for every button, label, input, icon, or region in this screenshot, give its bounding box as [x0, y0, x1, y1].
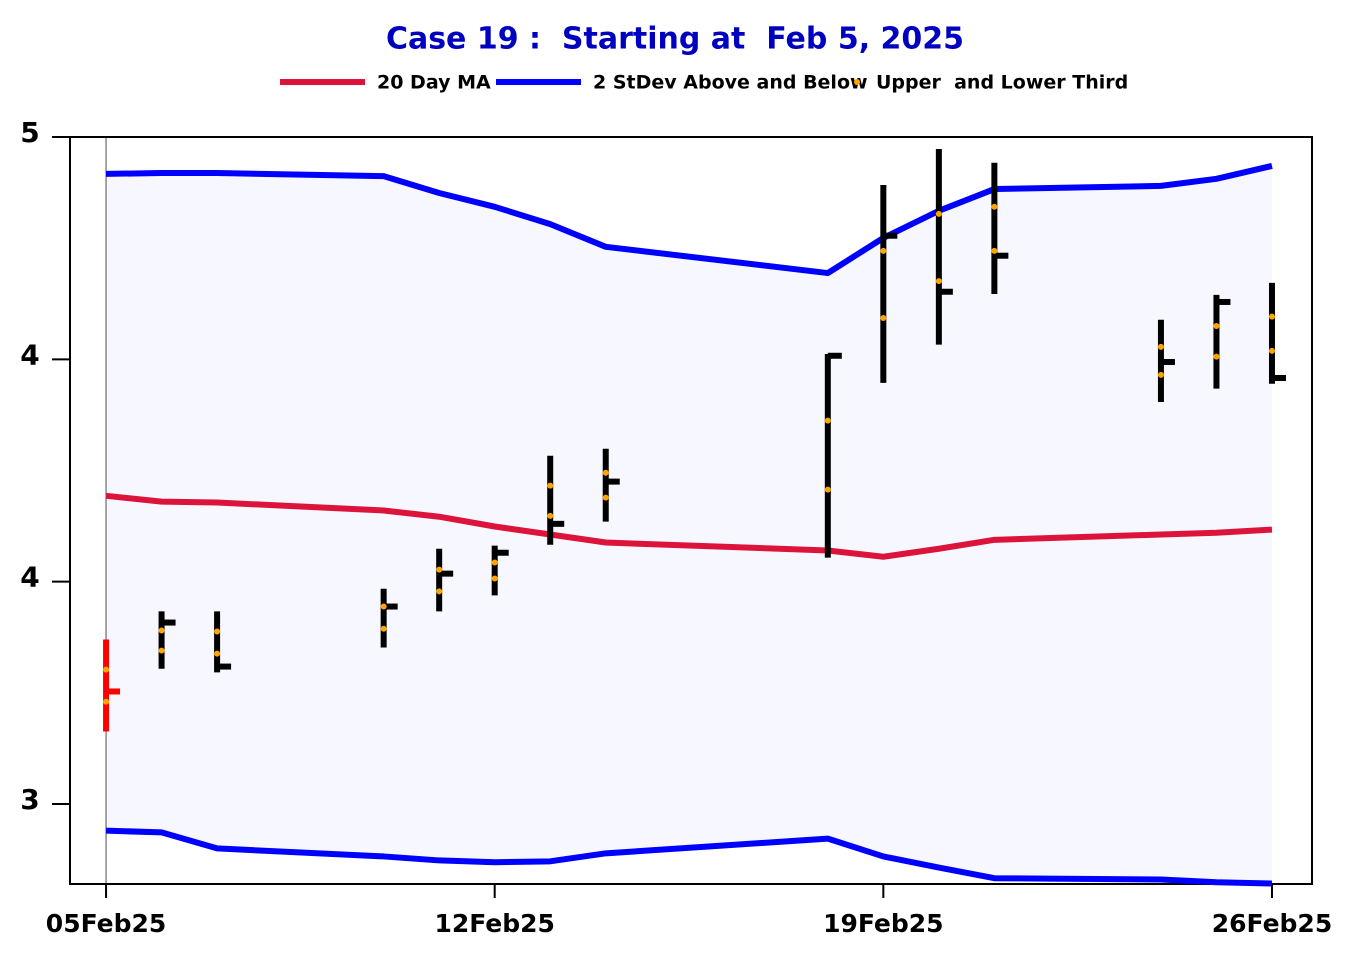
upper-band-line — [106, 162, 1273, 277]
x-tick-label: 05Feb25 — [46, 909, 167, 938]
third-dot — [103, 666, 110, 673]
y-tick-label: 5 — [20, 116, 39, 149]
third-dot — [991, 247, 998, 254]
third-dot — [547, 512, 554, 519]
third-dot — [824, 417, 831, 424]
ma-line — [105, 492, 1273, 560]
third-dot — [158, 627, 165, 634]
third-dot — [158, 647, 165, 654]
third-dot — [547, 482, 554, 489]
third-dot — [935, 278, 942, 285]
third-dot — [380, 625, 387, 632]
legend-swatch — [854, 79, 860, 85]
third-dot — [935, 210, 942, 217]
y-tick-label: 4 — [20, 338, 39, 371]
third-dot — [1157, 371, 1164, 378]
x-tick-label: 26Feb25 — [1212, 909, 1333, 938]
third-dot — [602, 494, 609, 501]
third-dot — [1268, 347, 1275, 354]
third-dot — [214, 628, 221, 635]
third-dot — [991, 203, 998, 210]
third-dot — [880, 314, 887, 321]
third-dot — [1157, 343, 1164, 350]
legend-label: 2 StDev Above and Below — [593, 72, 868, 94]
band-fill — [106, 165, 1272, 884]
third-dot — [380, 603, 387, 610]
third-dot — [602, 469, 609, 476]
third-dot — [1213, 353, 1220, 360]
third-dot — [491, 575, 498, 582]
legend-label: Upper and Lower Third — [876, 72, 1128, 94]
plot-frame — [69, 136, 1313, 885]
lower-band-line — [105, 827, 1273, 887]
third-dot — [103, 698, 110, 705]
x-tick-label: 12Feb25 — [434, 909, 555, 938]
third-dot — [436, 566, 443, 573]
third-dot — [1213, 322, 1220, 329]
third-dot — [1268, 313, 1275, 320]
third-dot — [491, 559, 498, 566]
y-tick-label: 4 — [20, 561, 39, 594]
third-dot — [214, 650, 221, 657]
third-dot — [824, 486, 831, 493]
third-dot — [436, 588, 443, 595]
third-dot — [880, 247, 887, 254]
chart-title: Case 19 : Starting at Feb 5, 2025 — [386, 22, 964, 57]
x-tick-label: 19Feb25 — [823, 909, 944, 938]
y-tick-label: 3 — [20, 783, 39, 816]
legend-label: 20 Day MA — [377, 72, 491, 94]
